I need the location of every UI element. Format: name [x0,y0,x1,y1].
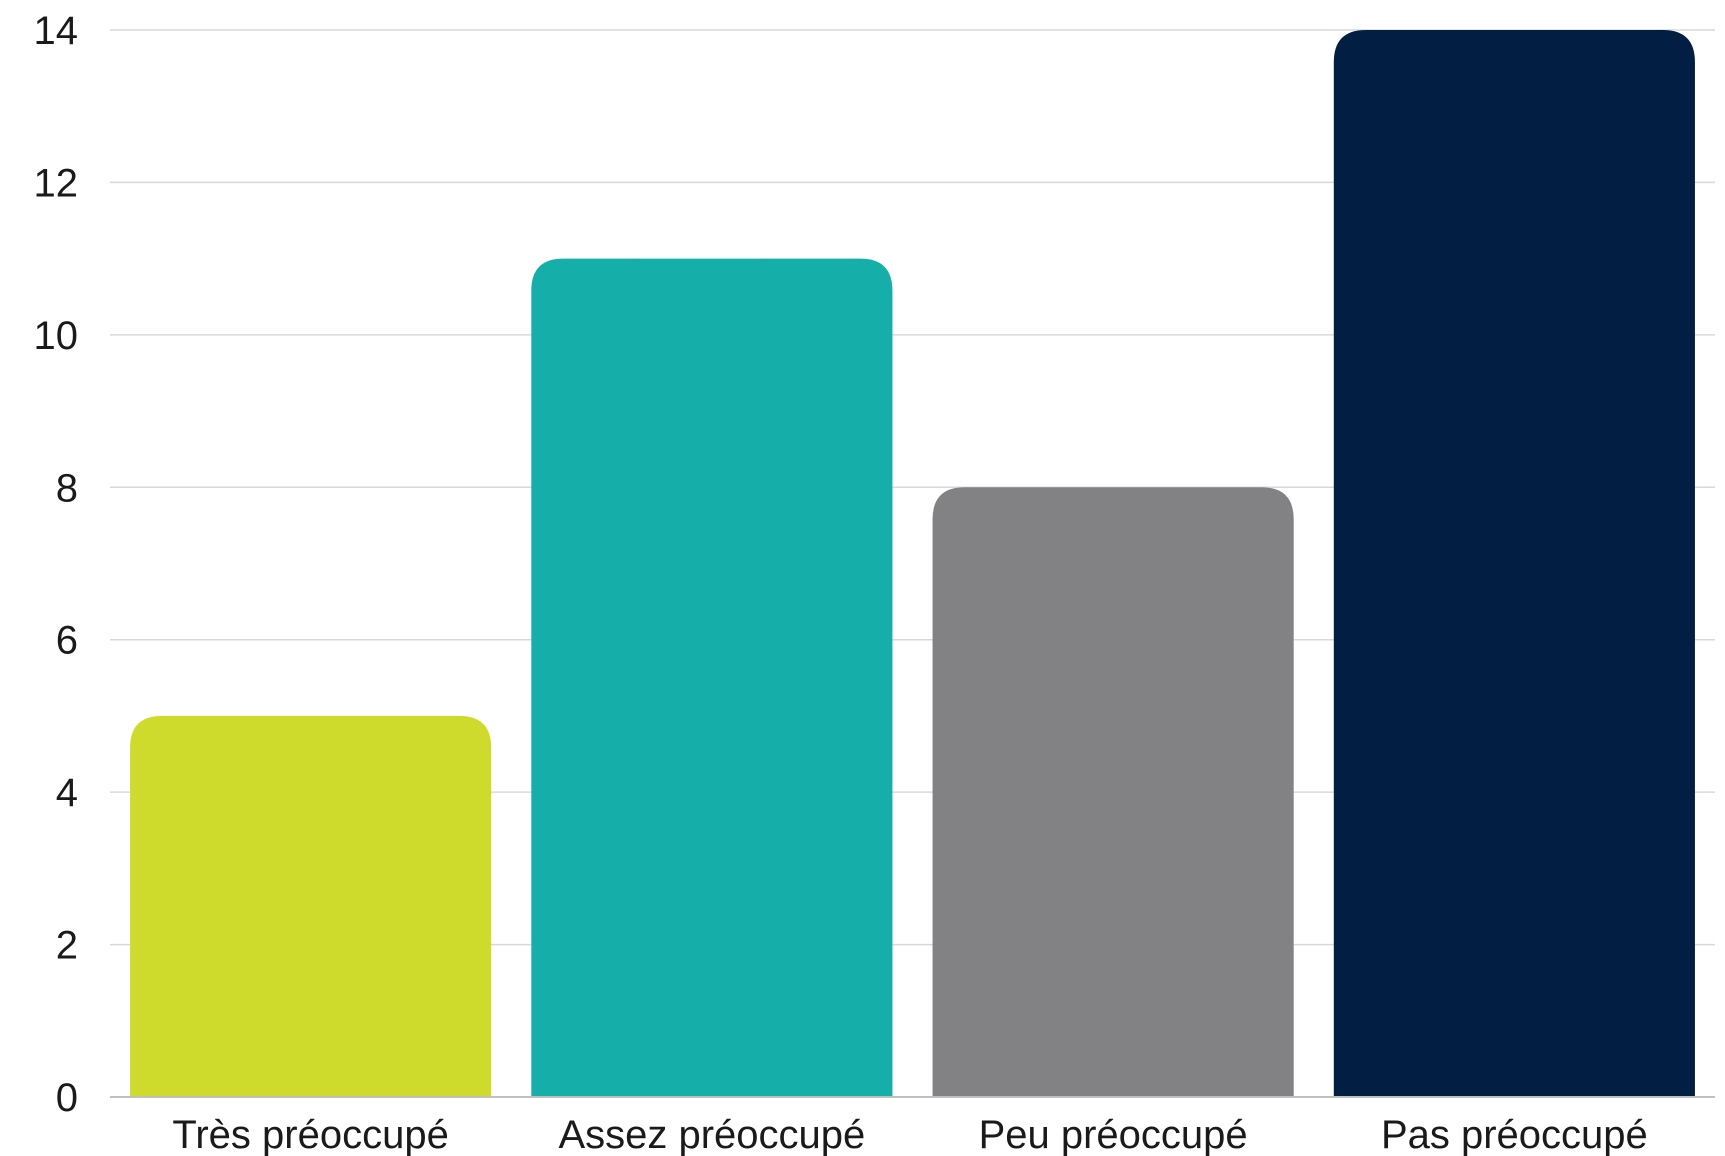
y-tick-label: 10 [34,314,79,358]
y-tick-label: 6 [56,619,78,663]
y-tick-label: 14 [34,9,79,53]
y-tick-label: 12 [34,161,79,205]
x-category-label: Très préoccupé [172,1113,448,1156]
y-axis-ticks: 0 2 4 6 8 10 12 14 [34,9,79,1120]
bars [130,30,1695,1098]
x-category-label: Assez préoccupé [558,1113,865,1156]
bar-3 [932,487,1294,1097]
bar-4 [1333,30,1695,1097]
bar-2 [531,258,893,1098]
x-axis-labels: Très préoccupé Assez préoccupé Peu préoccu… [172,1113,1647,1156]
bar-1 [130,715,492,1097]
x-category-label: Pas préoccupé [1381,1113,1648,1156]
y-tick-label: 4 [56,771,78,815]
y-tick-label: 0 [56,1076,78,1120]
y-tick-label: 2 [56,924,78,968]
x-category-label: Peu préoccupé [979,1113,1248,1156]
y-tick-label: 8 [56,466,78,510]
